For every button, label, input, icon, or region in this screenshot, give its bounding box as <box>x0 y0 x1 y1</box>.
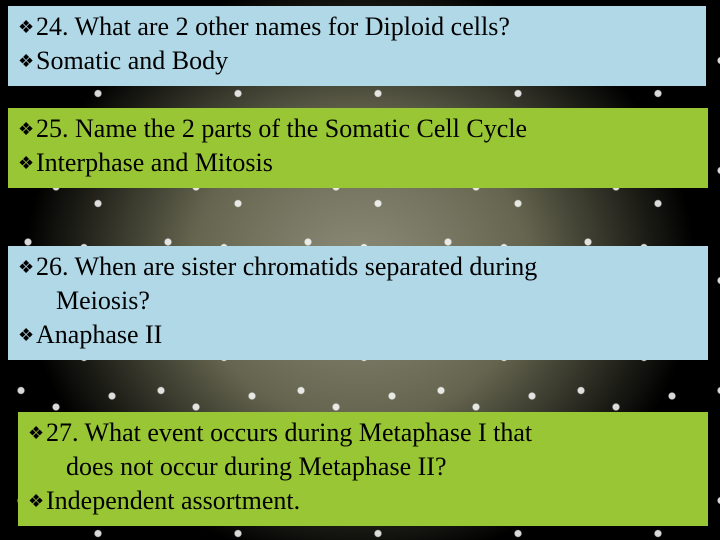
answer-text: Interphase and Mitosis <box>36 146 698 180</box>
answer-text: Anaphase II <box>36 318 698 352</box>
question-text: 27. What event occurs during Metaphase I… <box>46 416 698 484</box>
question-line: ❖ 26. When are sister chromatids separat… <box>18 250 698 318</box>
answer-line: ❖ Independent assortment. <box>28 484 698 518</box>
diamond-bullet-icon: ❖ <box>28 416 44 450</box>
diamond-bullet-icon: ❖ <box>18 250 34 284</box>
slide-content: ❖ 24. What are 2 other names for Diploid… <box>0 0 720 540</box>
answer-line: ❖ Anaphase II <box>18 318 698 352</box>
diamond-bullet-icon: ❖ <box>18 112 34 146</box>
question-line: ❖ 27. What event occurs during Metaphase… <box>28 416 698 484</box>
qa-box-27: ❖ 27. What event occurs during Metaphase… <box>18 412 708 526</box>
answer-text: Somatic and Body <box>36 44 696 78</box>
qa-box-25: ❖ 25. Name the 2 parts of the Somatic Ce… <box>8 108 708 188</box>
answer-line: ❖ Interphase and Mitosis <box>18 146 698 180</box>
diamond-bullet-icon: ❖ <box>18 146 34 180</box>
diamond-bullet-icon: ❖ <box>18 318 34 352</box>
question-line: ❖ 25. Name the 2 parts of the Somatic Ce… <box>18 112 698 146</box>
diamond-bullet-icon: ❖ <box>18 44 34 78</box>
qa-box-26: ❖ 26. When are sister chromatids separat… <box>8 246 708 360</box>
question-line: ❖ 24. What are 2 other names for Diploid… <box>18 10 696 44</box>
answer-text: Independent assortment. <box>46 484 698 518</box>
diamond-bullet-icon: ❖ <box>18 10 34 44</box>
qa-box-24: ❖ 24. What are 2 other names for Diploid… <box>8 6 706 86</box>
question-text: 25. Name the 2 parts of the Somatic Cell… <box>36 112 698 146</box>
answer-line: ❖ Somatic and Body <box>18 44 696 78</box>
question-text: 26. When are sister chromatids separated… <box>36 250 698 318</box>
question-text: 24. What are 2 other names for Diploid c… <box>36 10 696 44</box>
diamond-bullet-icon: ❖ <box>28 484 44 518</box>
